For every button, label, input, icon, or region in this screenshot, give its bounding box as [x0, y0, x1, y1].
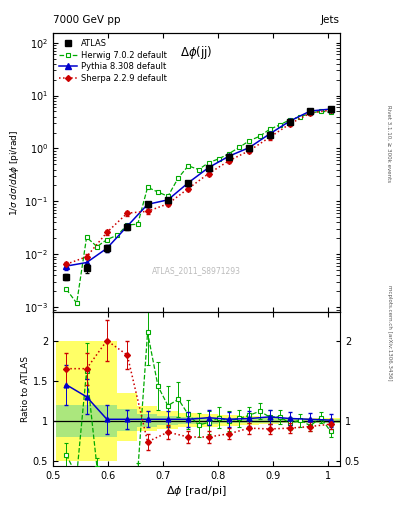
- Y-axis label: $1/\sigma\;d\sigma/d\Delta\phi$ [pi/rad]: $1/\sigma\;d\sigma/d\Delta\phi$ [pi/rad]: [8, 130, 22, 216]
- Text: 7000 GeV pp: 7000 GeV pp: [53, 14, 121, 25]
- X-axis label: $\Delta\phi$ [rad/pi]: $\Delta\phi$ [rad/pi]: [166, 483, 227, 498]
- Text: mcplots.cern.ch [arXiv:1306.3436]: mcplots.cern.ch [arXiv:1306.3436]: [387, 285, 391, 380]
- Y-axis label: Ratio to ATLAS: Ratio to ATLAS: [21, 356, 30, 422]
- Text: Rivet 3.1.10, ≥ 300k events: Rivet 3.1.10, ≥ 300k events: [387, 105, 391, 182]
- Text: ATLAS_2011_S8971293: ATLAS_2011_S8971293: [152, 266, 241, 275]
- Legend: ATLAS, Herwig 7.0.2 default, Pythia 8.308 default, Sherpa 2.2.9 default: ATLAS, Herwig 7.0.2 default, Pythia 8.30…: [57, 37, 168, 84]
- Text: Jets: Jets: [321, 14, 340, 25]
- Text: $\Delta\phi$(jj): $\Delta\phi$(jj): [180, 45, 213, 61]
